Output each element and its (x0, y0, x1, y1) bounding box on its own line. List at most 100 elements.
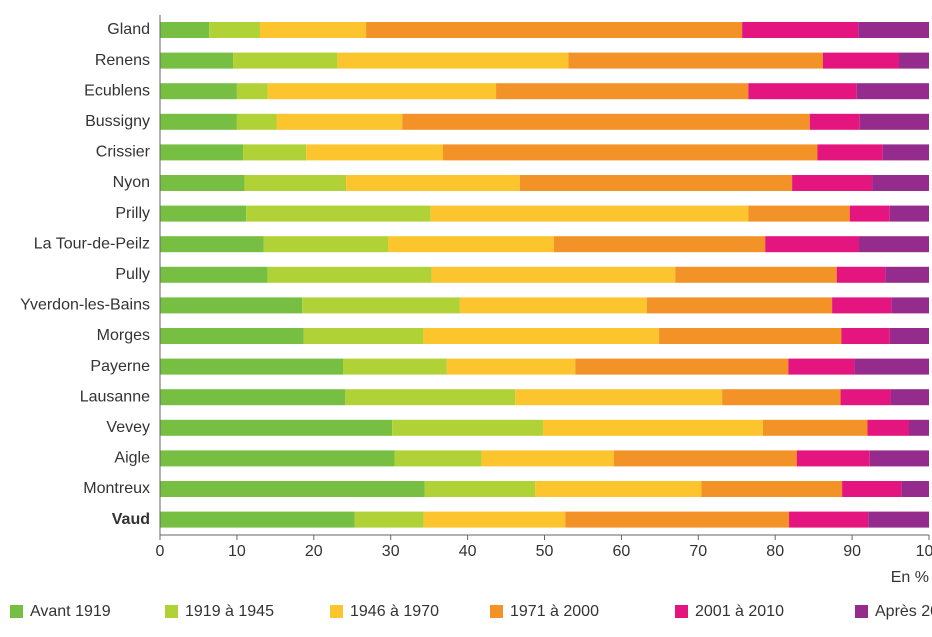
bar-segment (160, 389, 346, 406)
bar-segment (613, 450, 797, 467)
bar-segment (792, 175, 873, 191)
bar-segment (259, 22, 367, 38)
y-tick-label: Vaud (112, 511, 150, 528)
y-tick-label: Pully (115, 266, 150, 283)
bar-segment (394, 450, 482, 467)
bar-segment (565, 511, 790, 528)
bar-segment (748, 83, 857, 100)
bar-segment (160, 113, 237, 130)
bar-segment (431, 266, 676, 283)
bar-segment (160, 419, 393, 436)
bar-segment (233, 52, 338, 69)
bar-segment (481, 450, 614, 467)
y-tick-label: Aigle (114, 450, 150, 467)
legend-swatch (490, 605, 503, 618)
legend-swatch (165, 605, 178, 618)
bar-segment (343, 358, 447, 375)
bar-segment (535, 481, 702, 497)
bar-segment (859, 236, 929, 253)
legend-swatch (855, 605, 868, 618)
bar-segment (890, 389, 929, 406)
legend-label: 1919 à 1945 (185, 603, 274, 620)
bar-segment (160, 511, 355, 528)
bar-segment (388, 236, 554, 253)
bar-segment (899, 52, 929, 69)
bar-segment (366, 22, 743, 38)
bar-segment (568, 52, 823, 69)
bar-segment (840, 389, 891, 406)
y-tick-label: Montreux (83, 480, 150, 497)
bar-segment (337, 52, 569, 69)
bar-segment (423, 511, 566, 528)
y-tick-label: Prilly (115, 205, 150, 222)
bar-segment (160, 297, 303, 314)
bar-segment (659, 328, 842, 344)
x-tick-label: 50 (536, 543, 554, 560)
y-tick-label: Vevey (106, 419, 150, 436)
bar-segment (891, 297, 929, 314)
bar-segment (303, 328, 423, 344)
bar-segment (817, 144, 883, 161)
x-tick-label: 90 (843, 543, 861, 560)
legend-label: Après 2010 (875, 603, 932, 620)
bar-segment (553, 236, 766, 253)
bar-segment (858, 22, 929, 38)
y-tick-label: Bussigny (85, 113, 150, 130)
bar-segment (849, 205, 890, 222)
y-tick-label: La Tour-de-Peilz (34, 235, 150, 252)
bar-segment (646, 297, 833, 314)
bar-segment (160, 83, 237, 100)
bar-segment (160, 22, 210, 38)
y-tick-label: Crissier (96, 144, 151, 161)
bar-segment (160, 175, 245, 191)
bar-segment (446, 358, 576, 375)
x-tick-label: 80 (766, 543, 784, 560)
bar-segment (160, 481, 425, 497)
bar-segment (496, 83, 749, 100)
bar-segment (244, 175, 347, 191)
bar-segment (424, 481, 536, 497)
y-tick-label: Morges (97, 327, 150, 344)
y-tick-label: Nyon (113, 174, 150, 191)
bar-segment (160, 205, 247, 222)
bar-segment (160, 144, 244, 161)
bar-segment (160, 52, 234, 69)
bar-segment (748, 205, 850, 222)
bar-segment (459, 297, 647, 314)
x-axis-label: En % (891, 569, 929, 586)
bar-segment (345, 389, 516, 406)
bar-segment (354, 511, 424, 528)
bar-segment (346, 175, 520, 191)
bar-segment (515, 389, 723, 406)
bar-segment (160, 450, 395, 467)
bar-segment (789, 511, 869, 528)
bar-segment (869, 450, 929, 467)
y-tick-label: Yverdon-les-Bains (20, 297, 150, 314)
bar-segment (841, 328, 890, 344)
bar-segment (909, 419, 929, 436)
bar-segment (267, 266, 432, 283)
legend-swatch (330, 605, 343, 618)
bar-segment (160, 358, 344, 375)
bar-segment (575, 358, 789, 375)
bar-segment (160, 328, 304, 344)
x-tick-label: 100 (916, 543, 932, 560)
bar-segment (236, 113, 277, 130)
bar-segment (160, 266, 268, 283)
x-tick-label: 40 (459, 543, 477, 560)
legend-label: Avant 1919 (30, 603, 111, 620)
bar-segment (246, 205, 431, 222)
legend-label: 1971 à 2000 (510, 603, 599, 620)
x-tick-label: 0 (156, 543, 165, 560)
bar-segment (402, 113, 810, 130)
x-tick-label: 20 (305, 543, 323, 560)
y-tick-label: Payerne (90, 358, 150, 375)
bar-segment (722, 389, 841, 406)
legend-swatch (10, 605, 23, 618)
bar-segment (836, 266, 886, 283)
bar-segment (889, 328, 929, 344)
bar-segment (442, 144, 818, 161)
bar-segment (809, 113, 860, 130)
bar-segment (430, 205, 749, 222)
